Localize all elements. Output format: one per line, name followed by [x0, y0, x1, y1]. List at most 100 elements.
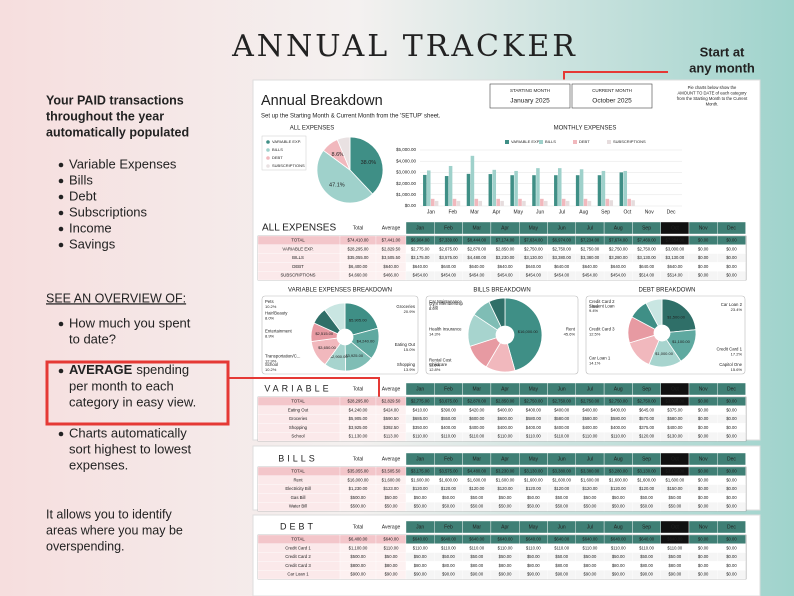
month-label: STARTING MONTH: [510, 88, 550, 93]
cell-value: $90.00: [385, 572, 398, 577]
column-header: Apr: [501, 456, 509, 462]
cell-value: $2,750.00: [637, 246, 656, 251]
intro-line: throughout the year: [46, 109, 164, 123]
cell-value: $3,575.00: [439, 469, 458, 474]
column-header: Dec: [727, 386, 736, 392]
slice-label: 8.6%: [331, 152, 344, 158]
cell-value: $400.00: [582, 425, 598, 430]
column-header: May: [529, 524, 539, 530]
column-header: Nov: [699, 456, 708, 462]
cell-value: $500.00: [350, 495, 366, 500]
slice-percent: 9.4%: [589, 308, 599, 313]
slice-label: 47.1%: [329, 182, 345, 188]
cell-value: $120.00: [582, 486, 598, 491]
callout: Start at: [700, 44, 745, 59]
column-header: Oct: [671, 456, 679, 462]
column-header: Oct: [671, 386, 679, 392]
legend-label: DEBT: [272, 155, 283, 160]
slice-category: Rent: [566, 327, 576, 332]
slice-category: Credit Card 3: [589, 326, 615, 331]
cell-value: $514.00: [667, 273, 683, 278]
column-header: Mar: [472, 456, 481, 462]
bullet: [58, 242, 64, 248]
row-label: TOTAL: [291, 469, 305, 474]
cell-value: $640.00: [526, 537, 542, 542]
cell-value: $454.00: [611, 273, 627, 278]
cell-value: $2,775.00: [411, 399, 430, 404]
row-label: TOTAL: [291, 537, 305, 542]
cell-value: $2,850.00: [496, 246, 515, 251]
feature: Income: [69, 220, 112, 235]
cell-value: $3,380.00: [581, 469, 600, 474]
cell-value: $0.00: [698, 537, 709, 542]
column-header: Mar: [472, 225, 481, 231]
feature: Savings: [69, 236, 116, 251]
slice-category: Car Loan 1: [589, 356, 611, 361]
cell-value: $50.00: [640, 495, 653, 500]
cell-value: $0.00: [698, 545, 709, 550]
legend-swatch: [266, 164, 270, 168]
x-tick-label: Jan: [427, 209, 435, 215]
bar: [500, 200, 504, 206]
cell-value: $3,505.50: [382, 255, 401, 260]
column-header: Apr: [501, 225, 509, 231]
cell-value: $454.00: [413, 273, 429, 278]
cell-value: $400.00: [497, 407, 513, 412]
feature: Debt: [69, 188, 97, 203]
cell-value: $400.00: [497, 425, 513, 430]
cell-value: $640.00: [611, 264, 627, 269]
row-label: Credit Card 1: [285, 545, 311, 550]
cell-value: $0.00: [698, 273, 709, 278]
cell-value: $4,480.00: [467, 255, 486, 260]
x-tick-label: Nov: [645, 209, 654, 215]
slice-category: Car Loan 2: [721, 302, 743, 307]
legend-swatch: [505, 140, 509, 144]
slice-label: $2,900.00: [330, 354, 349, 359]
overview-line: How much you spent: [69, 315, 191, 330]
cell-value: $110.00: [639, 545, 654, 550]
column-header: Aug: [614, 225, 623, 231]
slice-category: Car Maintenance: [429, 299, 462, 304]
cell-value: $640.00: [526, 264, 542, 269]
bar: [597, 175, 602, 206]
cell-value: $50.00: [555, 504, 568, 509]
bar: [466, 173, 471, 206]
x-tick-label: May: [514, 209, 524, 215]
cell-value: $3,280.00: [609, 469, 628, 474]
cell-value: $0.00: [698, 264, 709, 269]
cell-value: $80.00: [612, 563, 625, 568]
cell-value: $640.00: [413, 537, 429, 542]
overview-line: expenses.: [69, 457, 128, 472]
bar: [510, 175, 514, 206]
cell-value: $3,230.00: [496, 255, 515, 260]
bar: [536, 168, 540, 206]
cell-value: $685.00: [413, 416, 429, 421]
cell-value: $2,750.00: [637, 399, 656, 404]
cell-value: $3,380.00: [552, 469, 571, 474]
bar: [554, 175, 558, 206]
cell-value: $0.00: [698, 416, 709, 421]
cell-value: $5,905.00: [349, 416, 368, 421]
overview-heading: SEE AN OVERVIEW OF:: [46, 291, 186, 305]
cell-value: $7,469.00: [637, 238, 656, 243]
column-header: Oct: [671, 524, 679, 530]
bar: [579, 169, 584, 206]
cell-value: $90.00: [640, 572, 653, 577]
cell-value: $3,505.50: [382, 469, 401, 474]
bar: [470, 155, 475, 206]
overview-line: category in easy view.: [69, 394, 196, 409]
legend-label: DEBT: [579, 139, 590, 144]
column-header: Jul: [587, 456, 593, 462]
legend-label: VARIABLE EXP.: [272, 139, 301, 144]
column-header: Mar: [472, 524, 481, 530]
cell-value: $800.00: [350, 563, 366, 568]
row-label: Water Bill: [289, 504, 307, 509]
cell-value: $2,850.00: [496, 399, 515, 404]
header-cell: [717, 382, 746, 396]
row-label: Gas Bill: [291, 495, 306, 500]
row-label: Rent: [293, 477, 303, 482]
bar: [561, 198, 566, 206]
column-header: Feb: [444, 386, 453, 392]
highlight-box: [45, 360, 230, 426]
cell-value: $640.00: [554, 264, 570, 269]
